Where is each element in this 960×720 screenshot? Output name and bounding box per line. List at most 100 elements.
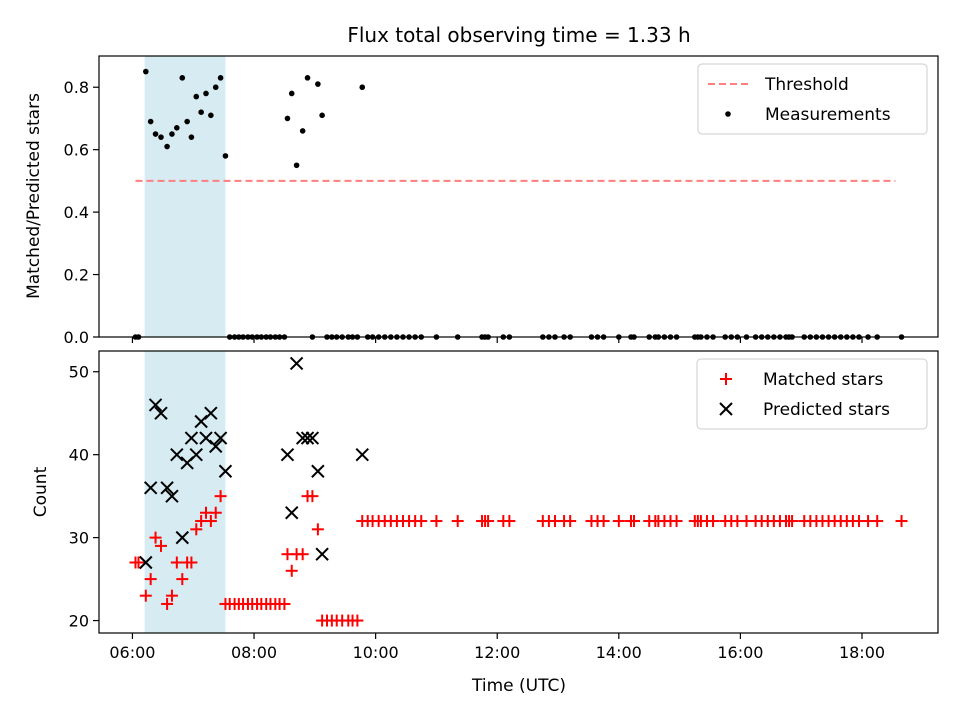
- y-tick-label: 0.8: [64, 78, 89, 97]
- measurement-point: [203, 90, 209, 97]
- predicted-point: [154, 406, 168, 420]
- measurement-point: [184, 118, 190, 125]
- measurement-point: [208, 112, 214, 119]
- x-tick-label: 12:00: [474, 643, 520, 662]
- predicted-point: [199, 431, 213, 445]
- predicted-point: [148, 398, 163, 412]
- predicted-point: [295, 431, 310, 445]
- y-tick-label: 0.0: [64, 328, 89, 347]
- matched-point: [482, 515, 495, 528]
- measurement-point: [319, 112, 325, 119]
- matched-point: [190, 523, 203, 536]
- y-tick-label: 0.4: [64, 203, 89, 222]
- measurement-point: [288, 90, 295, 97]
- measurement-point: [293, 162, 300, 169]
- matched-point: [278, 597, 291, 610]
- x-tick-label: 14:00: [596, 643, 642, 662]
- count-panel: 20 30 40 50 06:00 08:00 10:00 12:00 14:00 16:00 18…: [31, 350, 939, 696]
- measurement-point: [304, 75, 311, 81]
- matched-point: [612, 515, 625, 528]
- x-tick-label: 16:00: [717, 643, 763, 662]
- matched-point: [503, 515, 516, 528]
- threshold-legend-label: Threshold: [764, 75, 849, 95]
- matched-point: [415, 515, 428, 528]
- count-panel-axes: 20 30 40 50 06:00 08:00 10:00 12:00 14:00 16:00 18…: [69, 363, 885, 662]
- count-legend: Matched stars Predicted stars: [696, 358, 928, 430]
- measurement-point: [147, 118, 154, 125]
- matched-point: [871, 515, 884, 528]
- matched-point: [628, 515, 641, 528]
- measurement-point: [217, 75, 224, 81]
- predicted-point: [289, 356, 304, 371]
- measurement-point: [198, 109, 204, 115]
- highlight-span: [144, 351, 226, 633]
- matched-point: [564, 515, 577, 528]
- matched-point: [204, 515, 217, 528]
- y-tick-label: 0.6: [64, 141, 89, 160]
- x-tick-label: 06:00: [109, 643, 155, 662]
- matched-point: [209, 506, 222, 519]
- y-tick-label: 20: [69, 612, 89, 631]
- measurement-point: [158, 134, 164, 140]
- predicted-point: [280, 447, 295, 462]
- count-panel-frame: [98, 350, 939, 634]
- measurement-point: [359, 84, 366, 91]
- y-tick-label: 30: [69, 529, 89, 548]
- matched-point: [895, 515, 908, 528]
- predicted-point: [160, 481, 174, 495]
- measurements-legend-swatch: [725, 111, 731, 117]
- predicted-legend-label: Predicted stars: [763, 400, 890, 420]
- measurement-point: [222, 153, 229, 159]
- ratio-legend: Threshold Measurements: [697, 63, 928, 135]
- predicted-point: [194, 414, 208, 429]
- count-panel-marks: [129, 356, 908, 627]
- matched-point: [176, 573, 189, 586]
- matched-point: [707, 515, 720, 528]
- predicted-point: [165, 489, 179, 503]
- matched-point: [285, 564, 298, 577]
- measurement-point: [174, 125, 180, 131]
- predicted-point: [170, 447, 184, 462]
- predicted-point: [209, 439, 223, 454]
- predicted-point: [285, 506, 299, 520]
- ratio-panel-axes: 0.0 0.2 0.4 0.6 0.8: [64, 78, 863, 347]
- x-tick-label: 10:00: [353, 643, 399, 662]
- measurement-point: [164, 143, 170, 150]
- count-panel-ylabel: Count: [31, 466, 51, 517]
- measurement-point: [169, 131, 175, 137]
- matched-point: [155, 539, 168, 552]
- chart-title: Flux total observing time = 1.33 h: [347, 23, 690, 47]
- matched-point: [139, 589, 152, 602]
- predicted-point: [184, 431, 199, 445]
- matched-point: [451, 515, 464, 528]
- matched-legend-swatch: [720, 373, 732, 385]
- measurement-point: [212, 84, 219, 91]
- measurement-point: [284, 115, 291, 122]
- predicted-point: [204, 406, 218, 420]
- ratio-legend-box: [697, 63, 928, 135]
- measurements-legend-label: Measurements: [765, 105, 891, 125]
- matched-legend-label: Matched stars: [763, 370, 883, 390]
- measurement-point: [315, 81, 321, 87]
- count-legend-box: [696, 358, 928, 430]
- y-tick-label: 0.2: [64, 266, 89, 285]
- matched-point: [430, 515, 443, 528]
- predicted-point: [300, 431, 315, 445]
- matched-point: [144, 573, 157, 586]
- ratio-panel-ylabel: Matched/Predicted stars: [24, 93, 44, 299]
- matched-point: [351, 614, 364, 627]
- matched-point: [149, 531, 162, 544]
- matched-point: [670, 515, 683, 528]
- count-panel-xlabel: Time (UTC): [471, 676, 566, 696]
- ratio-panel-highlight: [144, 56, 226, 337]
- x-tick-label: 08:00: [231, 643, 277, 662]
- count-panel-highlight: [144, 351, 226, 633]
- predicted-point: [143, 481, 158, 495]
- predicted-point: [189, 447, 203, 462]
- matched-point: [170, 556, 183, 569]
- matched-point: [214, 490, 227, 503]
- predicted-point: [218, 464, 233, 478]
- y-tick-label: 40: [69, 446, 89, 465]
- matched-point: [161, 597, 174, 610]
